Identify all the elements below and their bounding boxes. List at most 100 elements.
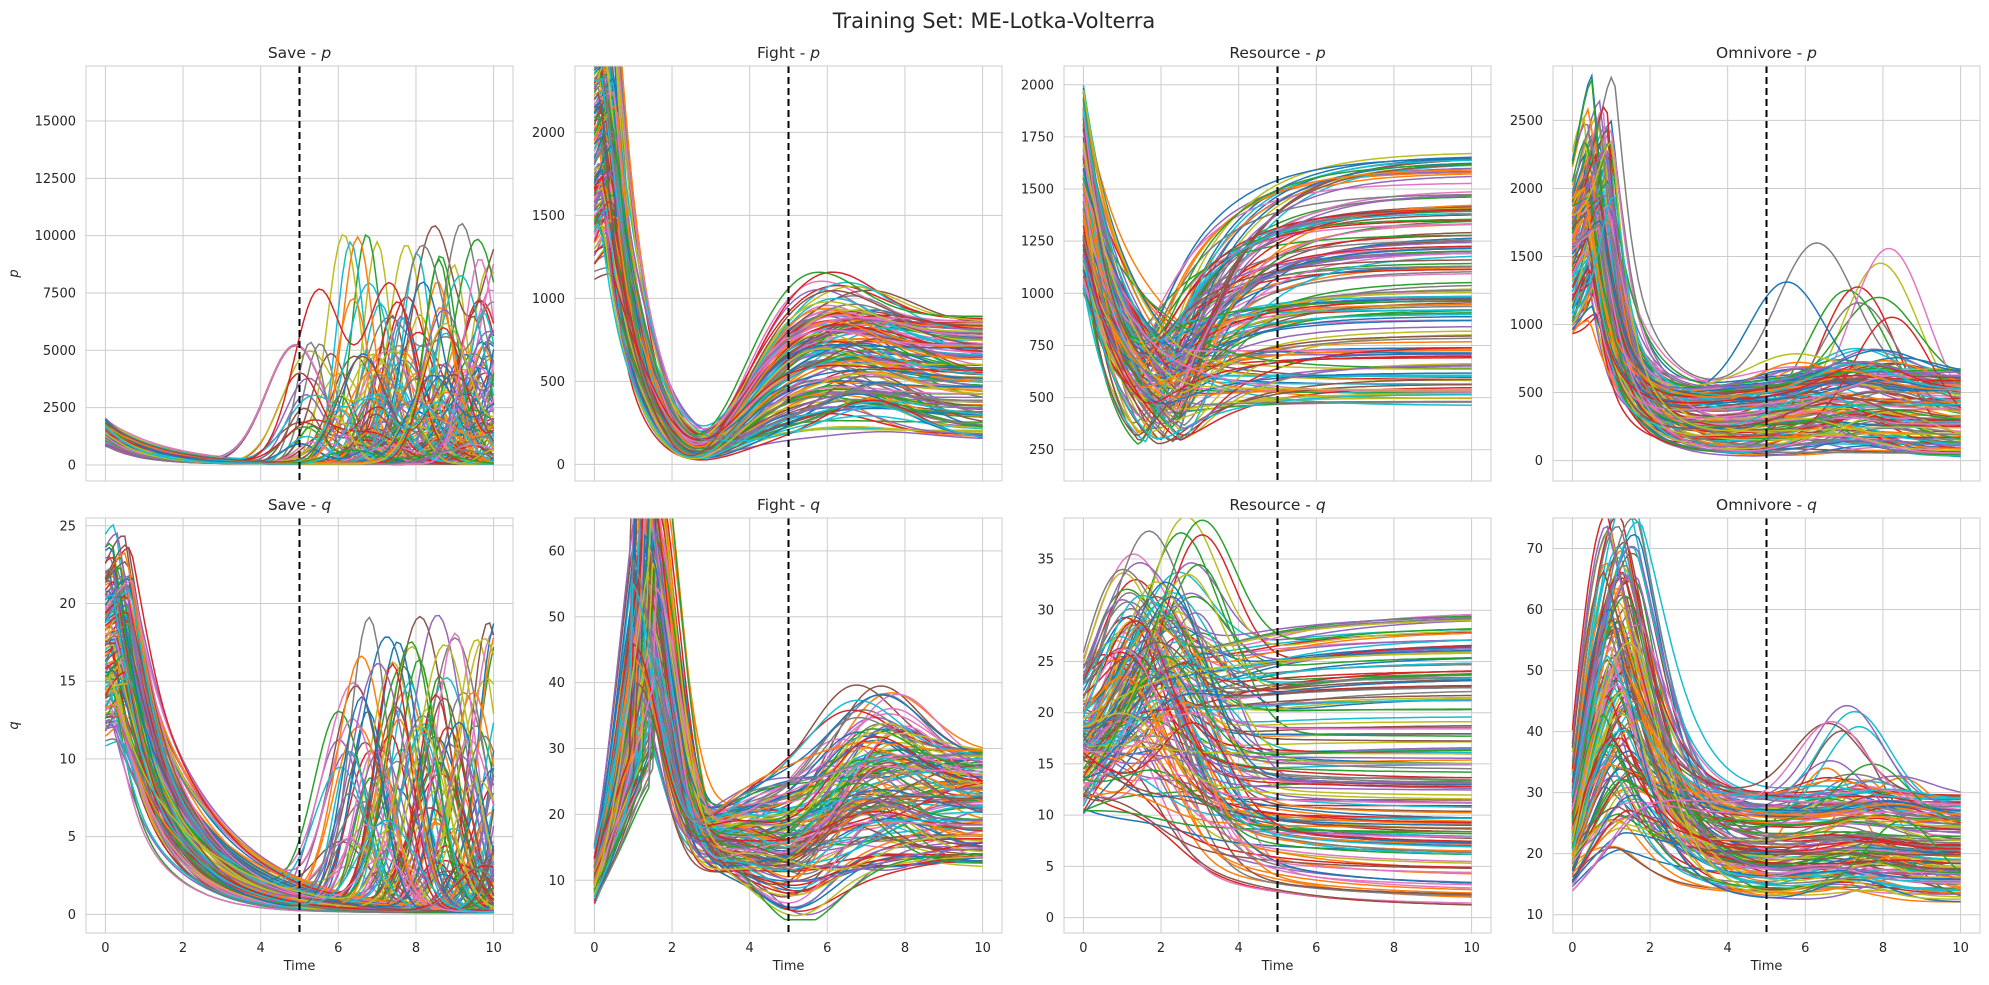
series-line — [1571, 778, 1961, 871]
y-tick-label: 12500 — [35, 172, 76, 187]
x-tick-label: 2 — [1157, 941, 1165, 956]
y-tick-label: 1750 — [1021, 130, 1054, 145]
panel-title-text: Omnivore - — [1716, 496, 1807, 514]
y-tick-label: 50 — [1526, 664, 1543, 679]
y-tick-label: 5 — [68, 830, 76, 845]
series-line — [1571, 209, 1961, 392]
series-line — [1082, 288, 1472, 380]
panel-resource-p: Resource - p 250 500 750 1000 1250 1500 1750 200… — [1021, 44, 1492, 482]
series-line — [105, 676, 494, 908]
x-tick-label: 2 — [179, 941, 187, 956]
panel-title: Fight - q — [757, 496, 820, 514]
panel-title-text: Fight - — [757, 44, 810, 62]
panel-title-text: Resource - — [1229, 496, 1316, 514]
y-tick-label: 60 — [548, 544, 565, 559]
y-axis-label: p — [7, 269, 22, 278]
plot-frame — [1552, 517, 1981, 934]
y-tick-label: 500 — [1029, 391, 1054, 406]
plot-frame — [1063, 517, 1492, 934]
y-tick-label: 0 — [68, 458, 76, 473]
series-line — [593, 550, 983, 889]
panel-title-var: p — [1315, 44, 1326, 62]
panel-title-var: q — [1316, 496, 1326, 514]
y-axis-label: q — [7, 721, 22, 729]
y-tick-label: 10000 — [35, 229, 76, 244]
panel-title: Resource - q — [1229, 496, 1326, 514]
y-tick-label: 1500 — [532, 209, 565, 224]
series-line — [593, 661, 983, 879]
series-line — [1082, 128, 1472, 337]
series-line — [1082, 730, 1472, 904]
series-line — [1571, 644, 1961, 874]
y-tick-label: 10 — [1037, 809, 1054, 824]
x-tick-label: 6 — [1801, 941, 1809, 956]
y-tick-label: 70 — [1526, 542, 1543, 557]
panel-title-var: q — [321, 496, 331, 514]
y-tick-label: 20 — [548, 808, 565, 823]
panel-title: Omnivore - p — [1716, 44, 1817, 62]
series-line — [593, 707, 983, 890]
series-line — [1082, 679, 1472, 782]
series-line — [1083, 698, 1472, 848]
series-line — [1083, 749, 1472, 906]
y-tick-label: 0 — [68, 908, 76, 923]
y-tick-label: 0 — [557, 458, 565, 473]
x-tick-label: 4 — [746, 941, 754, 956]
series-line — [593, 145, 983, 452]
series-line — [1082, 641, 1472, 742]
series-line — [593, 597, 983, 882]
y-tick-label: 1000 — [1510, 318, 1543, 333]
x-tick-label: 8 — [412, 941, 420, 956]
series-line — [1571, 147, 1961, 388]
x-tick-label: 6 — [334, 941, 342, 956]
series-line — [594, 66, 983, 441]
y-tick-label: 5000 — [43, 344, 76, 359]
panel-omnivore-p: Omnivore - p 0 500 1000 1500 2000 2500 — [1510, 44, 1981, 482]
panel-title-text: Fight - — [757, 496, 810, 514]
series-line — [1082, 647, 1472, 708]
y-tick-label: 0 — [1535, 454, 1543, 469]
series-line — [1083, 759, 1472, 869]
y-tick-label: 15 — [59, 675, 76, 690]
series-line — [593, 681, 983, 876]
series-line — [1083, 701, 1472, 814]
series-line — [1571, 713, 1961, 859]
y-tick-label: 1500 — [1021, 183, 1054, 198]
y-tick-label: 2000 — [1510, 182, 1543, 197]
x-tick-label: 4 — [1724, 941, 1732, 956]
series-line — [1571, 719, 1961, 857]
series-line — [1571, 718, 1961, 865]
x-tick-label: 10 — [1952, 941, 1969, 956]
y-tick-label: 500 — [540, 375, 565, 390]
plot-frame — [1063, 65, 1492, 482]
panel-title-var: q — [1807, 496, 1817, 514]
series-line — [1082, 721, 1472, 842]
panel-title-text: Resource - — [1229, 44, 1316, 62]
panel-title-text: Save - — [268, 44, 322, 62]
panel-save-q: Save - q 0 5 10 15 20 25 0 2 4 6 8 10 Time q — [7, 496, 514, 974]
y-tick-label: 1000 — [1021, 287, 1054, 302]
plot-frame — [85, 517, 514, 934]
series-line — [1571, 569, 1961, 797]
series-line — [1082, 225, 1472, 404]
x-tick-label: 0 — [1568, 941, 1576, 956]
x-tick-label: 2 — [668, 941, 676, 956]
series-line — [105, 644, 495, 907]
series-line — [593, 683, 983, 888]
series-line — [1082, 598, 1472, 759]
panel-save-p: Save - p 0 2500 5000 7500 10000 12500 15000 p — [7, 44, 514, 482]
x-tick-label: 8 — [1879, 941, 1887, 956]
series-line — [1082, 117, 1472, 408]
series-line — [1571, 735, 1961, 850]
y-tick-label: 250 — [1029, 443, 1054, 458]
y-tick-label: 15000 — [35, 115, 76, 130]
y-tick-label: 30 — [1526, 786, 1543, 801]
x-tick-label: 6 — [1312, 941, 1320, 956]
x-axis-label: Time — [283, 959, 316, 974]
panel-title: Omnivore - q — [1716, 496, 1817, 514]
y-tick-label: 10 — [548, 874, 565, 889]
y-tick-label: 40 — [548, 676, 565, 691]
y-tick-label: 20 — [1037, 706, 1054, 721]
plot-frame — [574, 517, 1003, 934]
